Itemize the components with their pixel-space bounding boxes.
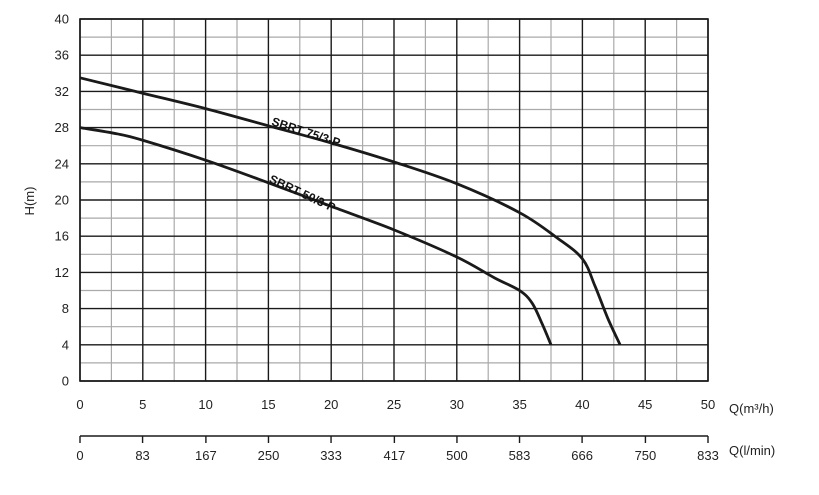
x-tick-label: 25 [387,397,401,412]
x-tick-label: 15 [261,397,275,412]
secondary-x-tick-label: 417 [384,448,406,463]
x-tick-label: 40 [575,397,589,412]
y-tick-label: 4 [62,337,69,352]
secondary-x-axis: 0 83 167 250 333 417 500 583 666 750 833 [76,435,719,463]
secondary-x-tick-label: 167 [195,448,217,463]
y-tick-label: 8 [62,301,69,316]
y-axis-label: H(m) [22,187,37,216]
y-tick-label: 20 [55,193,69,208]
series-label-2: SBRT 50/3-P [267,172,338,215]
x-tick-label: 5 [139,397,146,412]
x-axis-tick-labels: 0 5 10 15 20 25 30 35 40 45 50 [76,397,715,412]
series-line-2 [79,126,553,346]
y-tick-label: 12 [55,265,69,280]
secondary-x-tick-label: 750 [635,448,657,463]
x-axis-label: Q(m³/h) [729,401,774,416]
y-tick-label: 24 [55,156,69,171]
y-tick-label: 36 [55,48,69,63]
x-tick-label: 0 [76,397,83,412]
plot-border [79,18,709,382]
secondary-x-tick-label: 333 [320,448,342,463]
secondary-x-tick-label: 250 [258,448,280,463]
y-tick-label: 28 [55,120,69,135]
x-tick-label: 50 [701,397,715,412]
x-tick-label: 10 [198,397,212,412]
plot-frame [79,18,709,382]
secondary-x-tick-label: 500 [446,448,468,463]
secondary-x-tick-label: 83 [135,448,149,463]
secondary-x-tick-label: 666 [571,448,593,463]
secondary-x-tick-label: 583 [509,448,531,463]
x-tick-label: 30 [450,397,464,412]
y-tick-label: 32 [55,84,69,99]
secondary-x-tick-label: 0 [76,448,83,463]
y-tick-label: 16 [55,229,69,244]
secondary-x-tick-label: 833 [697,448,719,463]
x-tick-label: 35 [512,397,526,412]
x-tick-label: 20 [324,397,338,412]
x-tick-label: 45 [638,397,652,412]
series-lines [79,76,622,346]
y-tick-label: 40 [55,12,69,27]
y-tick-label: 0 [62,374,69,389]
y-axis-tick-labels: 0 4 8 12 16 20 24 28 32 36 40 [55,12,69,389]
series-line-1 [79,76,622,346]
x-axis-secondary-label: Q(l/min) [729,443,775,458]
